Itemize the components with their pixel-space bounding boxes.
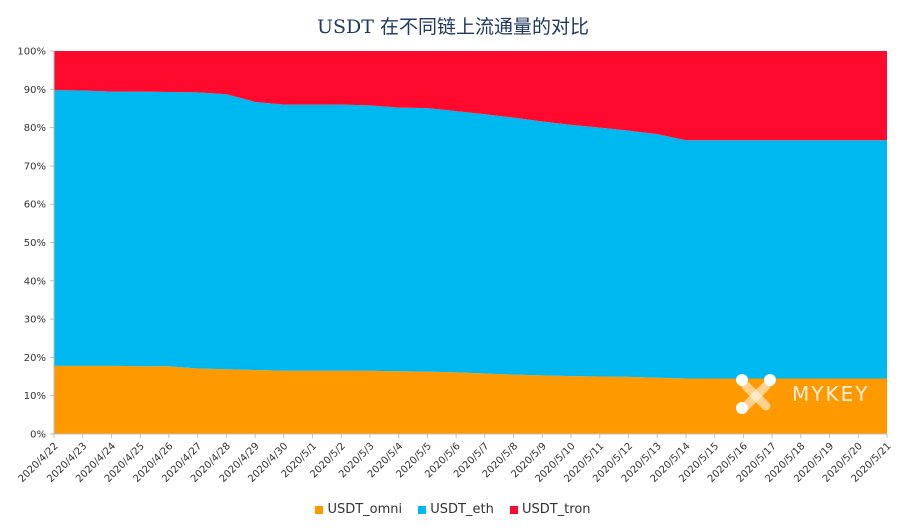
legend-swatch-eth [418,505,427,514]
stacked-area-chart: 0% 10% 20% 30% 40% 50% 60% 70% 80% 90% 100% 2020/4… [17,47,894,485]
y-axis: 0% 10% 20% 30% 40% 50% 60% 70% 80% 90% 100% [17,47,55,441]
y-tick-label: 80% [24,123,46,134]
legend-swatch-tron [509,505,518,514]
y-tick-label: 70% [24,161,46,172]
y-tick-label: 50% [24,238,46,249]
y-tick-label: 30% [24,315,46,326]
chart-title: USDT 在不同链上流通量的对比 [317,16,589,38]
legend-label-tron: USDT_tron [521,502,591,517]
x-axis: 2020/4/222020/4/232020/4/242020/4/252020… [17,433,894,485]
y-tick-label: 0% [30,430,46,441]
mykey-watermark: MYKEY [732,372,882,418]
area-series-usdt-eth [54,90,887,379]
watermark-text: MYKEY [792,382,870,406]
y-tick-label: 10% [24,391,46,402]
legend-item-omni: USDT_omni [315,502,402,517]
y-tick-label: 20% [24,353,46,364]
area-series-usdt-omni [54,365,887,434]
area-layer [54,51,887,434]
legend-swatch-omni [315,505,324,514]
legend-label-eth: USDT_eth [430,502,494,517]
y-tick-label: 40% [24,276,46,287]
y-tick-label: 100% [17,47,46,58]
legend-item-tron: USDT_tron [509,502,591,517]
y-tick-label: 60% [24,200,46,211]
legend-label-omni: USDT_omni [327,502,403,517]
mykey-logo-icon [736,374,776,414]
area-series-usdt-tron [54,51,887,141]
legend: USDT_omni USDT_eth USDT_tron [0,502,906,517]
legend-item-eth: USDT_eth [418,502,494,517]
y-tick-label: 90% [24,85,46,96]
